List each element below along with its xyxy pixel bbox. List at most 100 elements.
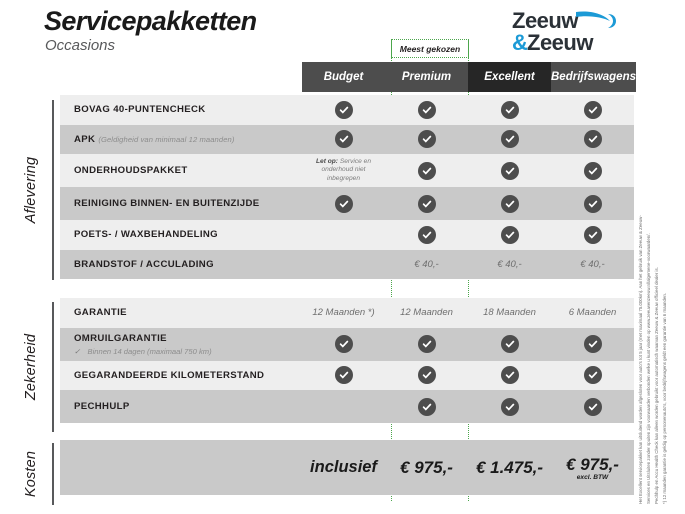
row-cells: 12 Maanden *) 12 Maanden 18 Maanden 6 Ma… [302, 298, 634, 328]
column-header-premium[interactable]: Premium [385, 62, 468, 92]
row-label-subnote: Binnen 14 dagen (maximaal 750 km) [87, 346, 212, 356]
row-cells [302, 220, 634, 250]
page-title: Servicepakketten [44, 6, 257, 36]
column-header-excellent-label: Excellent [484, 71, 535, 83]
cell-value: € 40,- [497, 258, 522, 270]
legal-line-1: Het Excellent servicepakket kan uitsluit… [638, 215, 643, 504]
row-label-note: (Geldigheid van minimaal 12 maanden) [98, 134, 235, 144]
row-label-text: GEGARANDEERDE KILOMETERSTAND [74, 369, 265, 381]
most-chosen-label: Meest gekozen [399, 43, 461, 54]
column-header-budget-label: Budget [323, 71, 364, 83]
row-label: POETS- / WAXBEHANDELING [60, 229, 302, 240]
check-small-icon: ✓ [74, 346, 81, 356]
column-header-bedrijfswagens-label: Bedrijfswagens [551, 71, 636, 83]
cell-premium [385, 328, 468, 361]
legal-line-3: Pechhulp en Accu Health Check kan alleen… [654, 267, 660, 504]
zeeuw-logo: Zeeuw & Zeeuw [512, 8, 634, 54]
row-label-text: OMRUILGARANTIE [74, 332, 167, 344]
page-subtitle: Occasions [45, 37, 116, 54]
cell-budget [302, 95, 385, 125]
check-icon [583, 225, 602, 244]
row-label-text: BOVAG 40-PUNTENCHECK [74, 104, 206, 116]
cell-bedrijfswagens [551, 95, 634, 125]
check-icon [417, 397, 436, 416]
cell-premium [385, 220, 468, 250]
cell-value: 18 Maanden [483, 307, 536, 319]
most-chosen-badge: Meest gekozen [391, 39, 469, 58]
section-zekerheid: GARANTIE 12 Maanden *) 12 Maanden 18 Maa… [60, 298, 634, 423]
row-cells [302, 125, 634, 155]
section-divider-kosten [52, 443, 54, 505]
row-cells: Let op: Service en onderhoud niet inbegr… [302, 154, 634, 187]
cell-value: € 40,- [580, 258, 605, 270]
section-label-kosten-text: Kosten [23, 450, 39, 498]
cell-excellent [468, 390, 551, 423]
cell-value: 6 Maanden [568, 307, 617, 319]
svg-text:&: & [512, 30, 528, 54]
table-row: ONDERHOUDSPAKKET Let op: Service en onde… [60, 154, 634, 187]
check-icon [417, 225, 436, 244]
section-label-zekerheid: Zekerheid [14, 302, 48, 432]
column-header-excellent[interactable]: Excellent [468, 62, 551, 92]
table-row: APK (Geldigheid van minimaal 12 maanden) [60, 124, 634, 155]
row-label-text: ONDERHOUDSPAKKET [74, 165, 188, 176]
cell-bedrijfswagens [551, 361, 634, 391]
cell-budget [302, 328, 385, 361]
table-row: BOVAG 40-PUNTENCHECK [60, 95, 634, 125]
cell-excellent-price: € 1.475,- [468, 440, 551, 495]
svg-text:Zeeuw: Zeeuw [527, 30, 594, 54]
section-label-aflevering: Aflevering [14, 100, 48, 280]
cell-bedrijfswagens [551, 220, 634, 250]
row-label-text: POETS- / WAXBEHANDELING [74, 229, 218, 241]
row-cells [302, 361, 634, 391]
cell-budget [302, 250, 385, 280]
column-header-budget[interactable]: Budget [302, 62, 385, 92]
row-label-text: GARANTIE [74, 307, 127, 319]
row-label: GARANTIE [60, 307, 302, 318]
cell-premium-price: € 975,- [385, 440, 468, 495]
cell-value: 12 Maanden [400, 307, 453, 319]
row-label: GEGARANDEERDE KILOMETERSTAND [60, 370, 302, 381]
check-icon [583, 335, 602, 353]
row-label-text: APK [74, 133, 96, 145]
check-icon [500, 397, 519, 416]
price-value: € 975,- [400, 457, 453, 477]
section-kosten: inclusief € 975,- € 1.475,- € 975,- excl… [60, 440, 634, 495]
row-label: REINIGING BINNEN- EN BUITENZIJDE [60, 198, 302, 209]
row-cells: € 40,- € 40,- € 40,- [302, 250, 634, 280]
cell-excellent: 18 Maanden [468, 298, 551, 328]
check-icon [417, 130, 436, 149]
check-icon [417, 194, 436, 213]
row-label-text: PECHHULP [74, 401, 130, 412]
table-row: PECHHULP [60, 390, 634, 423]
table-row: GEGARANDEERDE KILOMETERSTAND [60, 360, 634, 391]
row-label: OMRUILGARANTIE ✓ Binnen 14 dagen (maxima… [60, 333, 302, 356]
cell-budget [302, 125, 385, 155]
cell-premium: € 40,- [385, 250, 468, 280]
row-label: BOVAG 40-PUNTENCHECK [60, 104, 302, 115]
cell-budget [302, 187, 385, 220]
cell-excellent [468, 328, 551, 361]
check-icon [583, 366, 602, 385]
legal-line-2: Services en Uitsluiten zonder spuiten zi… [646, 233, 652, 504]
check-icon [417, 161, 436, 180]
row-label: BRANDSTOF / ACCULADING [60, 259, 302, 270]
check-icon [334, 194, 353, 213]
cell-bedrijfswagens: € 40,- [551, 250, 634, 280]
check-icon [583, 397, 602, 416]
column-header-bedrijfswagens[interactable]: Bedrijfswagens [551, 62, 636, 92]
row-cells: inclusief € 975,- € 1.475,- € 975,- excl… [302, 440, 634, 495]
cell-premium [385, 390, 468, 423]
check-icon [334, 130, 353, 149]
column-header-premium-label: Premium [401, 71, 452, 83]
check-icon [583, 161, 602, 180]
cell-budget [302, 361, 385, 391]
check-icon [583, 130, 602, 149]
cell-budget [302, 390, 385, 423]
cell-premium [385, 361, 468, 391]
table-row: GARANTIE 12 Maanden *) 12 Maanden 18 Maa… [60, 298, 634, 328]
check-icon [500, 161, 519, 180]
table-row: REINIGING BINNEN- EN BUITENZIJDE [60, 187, 634, 220]
legal-line-4: *) 12 maanden garantie is geldig op pers… [662, 293, 668, 504]
cell-value: 12 Maanden *) [312, 307, 375, 319]
